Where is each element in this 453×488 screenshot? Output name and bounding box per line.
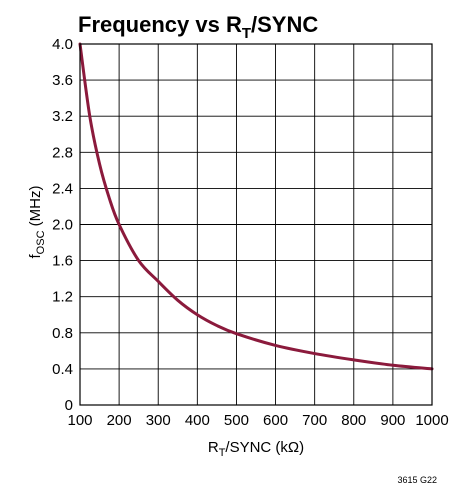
x-tick-label: 300 — [146, 412, 171, 429]
y-tick-label: 1.2 — [52, 289, 73, 306]
y-tick-label: 3.2 — [52, 108, 73, 125]
x-tick-labels: 100 200 300 400 500 600 700 800 900 1000 — [67, 412, 448, 429]
x-axis-label-rest: /SYNC (kΩ) — [225, 439, 304, 456]
y-tick-label: 2.8 — [52, 144, 73, 161]
y-tick-label: 3.6 — [52, 72, 73, 89]
y-axis-label-sub: OSC — [35, 230, 47, 254]
grid — [79, 43, 433, 406]
y-tick-label: 0.8 — [52, 325, 73, 342]
chart-title-main: Frequency vs R — [78, 12, 242, 37]
y-tick-label: 2.4 — [52, 180, 73, 197]
y-tick-label: 0.4 — [52, 361, 73, 378]
x-tick-label: 600 — [263, 412, 288, 429]
y-tick-label: 2.0 — [52, 217, 73, 234]
y-tick-label: 0 — [65, 397, 73, 414]
x-tick-label: 800 — [341, 412, 366, 429]
x-tick-label: 400 — [185, 412, 210, 429]
x-axis-label-sub: T — [219, 447, 226, 459]
x-tick-label: 500 — [224, 412, 249, 429]
series-layer — [78, 42, 434, 371]
chart-title: Frequency vs RT/SYNC — [78, 12, 318, 42]
x-axis-label: RT/SYNC (kΩ) — [208, 439, 304, 459]
x-tick-label: 900 — [380, 412, 405, 429]
chart-title-sub: T — [242, 25, 251, 42]
plot-frame — [79, 43, 433, 406]
series-line — [78, 42, 434, 371]
y-tick-label: 4.0 — [52, 36, 73, 53]
y-axis-label-rest: (MHz) — [27, 185, 44, 230]
y-axis-label: fOSC (MHz) — [27, 185, 47, 258]
figure-id: 3615 G22 — [397, 475, 437, 485]
chart-title-rest: /SYNC — [251, 12, 318, 37]
x-tick-label: 1000 — [415, 412, 448, 429]
x-tick-label: 200 — [107, 412, 132, 429]
y-tick-label: 1.6 — [52, 253, 73, 270]
x-tick-label: 700 — [302, 412, 327, 429]
y-tick-labels: 0 0.4 0.8 1.2 1.6 2.0 2.4 2.8 3.2 3.6 4.0 — [52, 36, 73, 414]
x-axis-label-main: R — [208, 439, 219, 456]
y-axis-label-main: f — [27, 254, 44, 259]
x-tick-label: 100 — [67, 412, 92, 429]
